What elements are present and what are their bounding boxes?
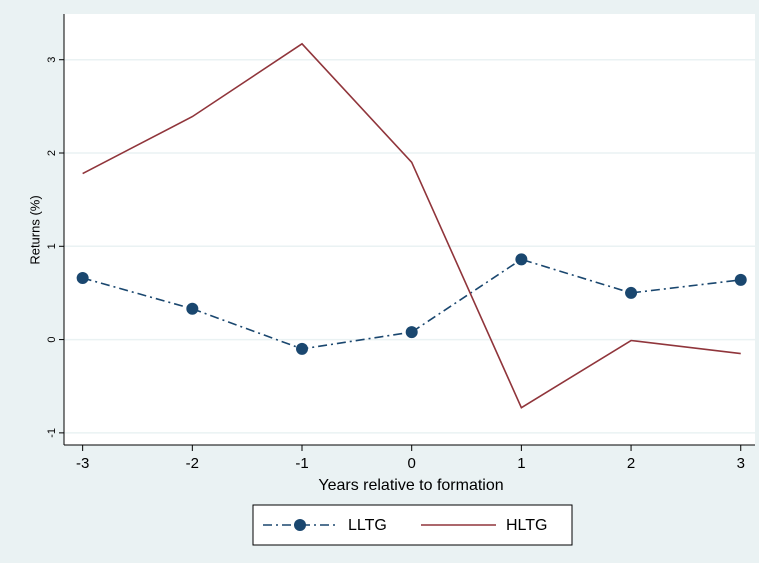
y-tick-label: 3 bbox=[46, 57, 58, 63]
x-tick-label: -3 bbox=[76, 455, 89, 472]
y-axis-title: Returns (%) bbox=[27, 195, 42, 264]
y-tick-label: 2 bbox=[46, 150, 58, 156]
legend-label: HLTG bbox=[506, 517, 547, 534]
x-tick-label: 3 bbox=[737, 455, 745, 472]
point bbox=[625, 286, 638, 299]
point bbox=[734, 273, 747, 286]
x-tick-label: -1 bbox=[295, 455, 308, 472]
plot-area bbox=[64, 14, 755, 445]
series-line bbox=[82, 42, 741, 409]
x-tick-label: 2 bbox=[627, 455, 635, 472]
x-tick-label: 1 bbox=[517, 455, 525, 472]
x-tick-label: -2 bbox=[186, 455, 199, 472]
x-tick-label: 0 bbox=[408, 455, 416, 472]
legend-marker bbox=[294, 519, 306, 531]
point bbox=[296, 342, 309, 355]
point bbox=[405, 326, 418, 339]
y-tick-label: -1 bbox=[46, 428, 58, 438]
point bbox=[515, 253, 528, 266]
x-axis-title: Years relative to formation bbox=[318, 477, 503, 494]
legend-label: LLTG bbox=[348, 517, 387, 534]
y-tick-label: 1 bbox=[46, 243, 58, 249]
y-tick-label: 0 bbox=[46, 337, 58, 343]
point bbox=[76, 272, 89, 285]
point bbox=[186, 302, 199, 315]
